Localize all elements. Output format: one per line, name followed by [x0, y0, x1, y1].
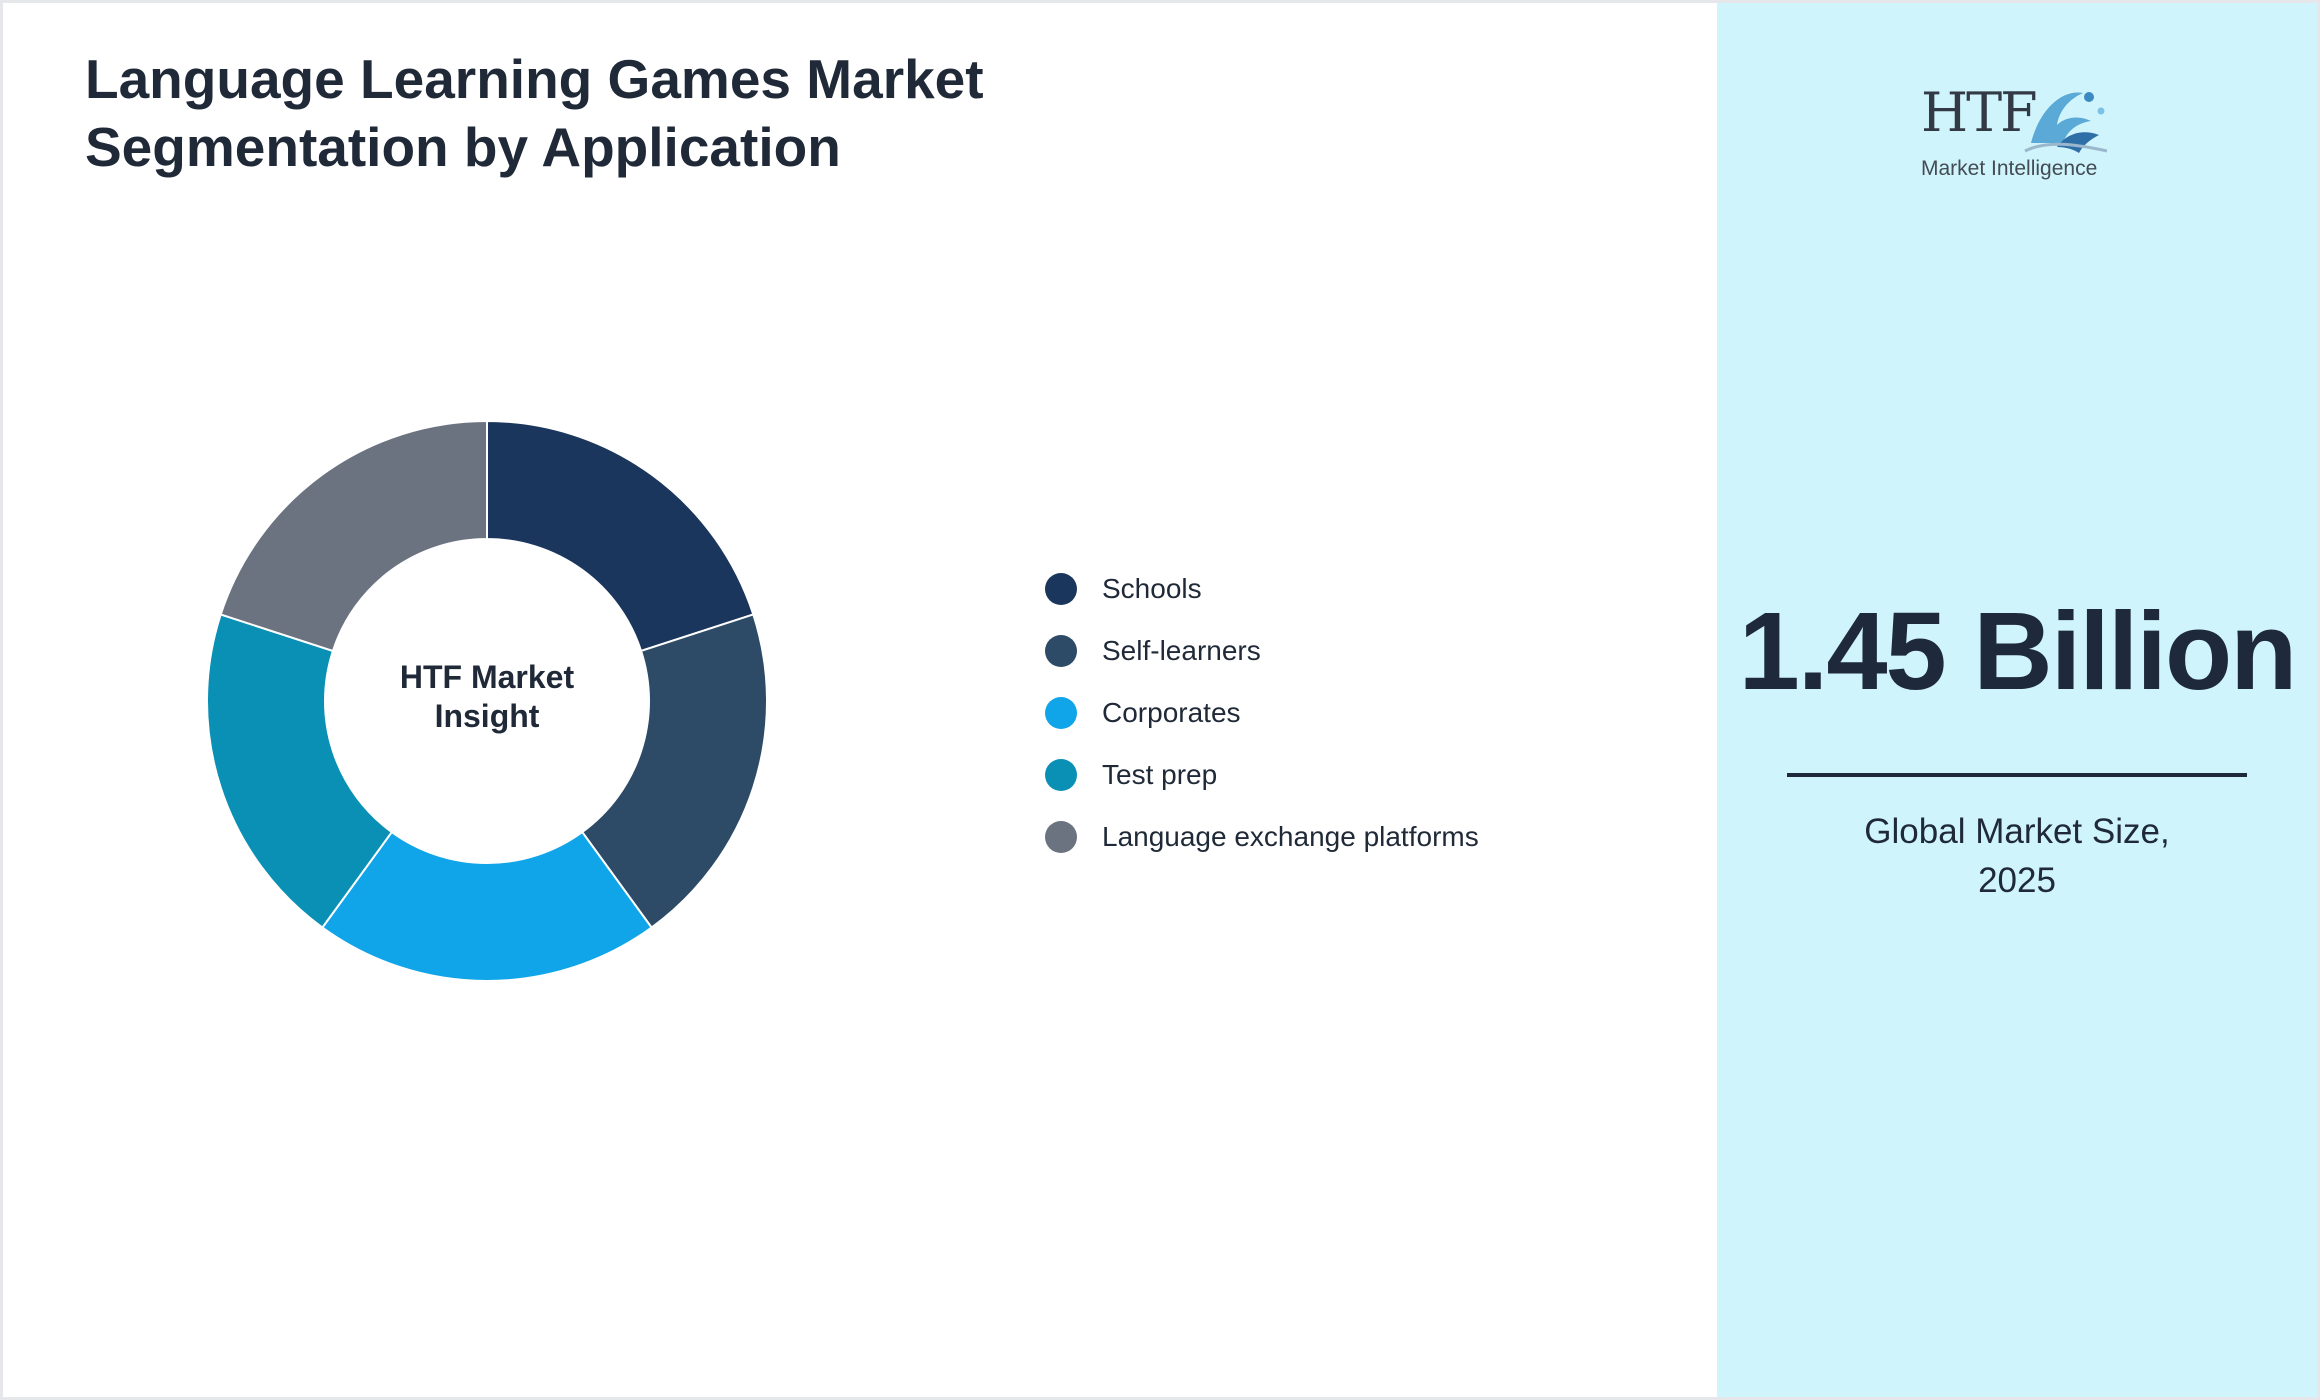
chart-title: Language Learning Games Market Segmentat…	[85, 45, 1185, 181]
market-size-caption: Global Market Size, 2025	[1767, 807, 2267, 905]
legend-item-self-learners: Self-learners	[1045, 620, 1479, 682]
donut-slice-self-learners	[580, 613, 768, 929]
market-size-divider	[1787, 773, 2247, 777]
legend-swatch-schools	[1045, 573, 1077, 605]
market-size-caption-line-1: Global Market Size,	[1864, 812, 2170, 851]
htf-logo-mark: HTF	[1921, 81, 2038, 144]
legend-label-language-exchange-platforms: Language exchange platforms	[1102, 821, 1479, 852]
donut-slice-test-prep	[206, 613, 394, 929]
htf-logo-subtitle: Market Intelligence	[1921, 157, 2098, 180]
donut-center-label: HTF Market Insight	[337, 658, 637, 736]
market-size-panel: HTF Market Intelligence 1.45 Billion Glo…	[1717, 3, 2317, 1397]
donut-chart	[206, 419, 768, 983]
legend-label-schools: Schools	[1102, 573, 1202, 604]
donut-slice-language-exchange-platforms	[219, 419, 488, 653]
legend-label-test-prep: Test prep	[1102, 759, 1218, 790]
donut-slice-corporates	[321, 830, 653, 983]
dolphin-logo-icon	[2024, 92, 2108, 153]
chart-title-line-2: Segmentation by Application	[85, 116, 841, 178]
chart-legend: Schools Self-learners Corporates Test prep L…	[1045, 558, 1479, 868]
legend-swatch-language-exchange-platforms	[1045, 821, 1077, 853]
legend-item-language-exchange-platforms: Language exchange platforms	[1045, 806, 1479, 868]
legend-item-schools: Schools	[1045, 558, 1479, 620]
donut-center-label-line-2: Insight	[434, 698, 540, 734]
market-size-value: 1.45 Billion	[1717, 588, 2317, 715]
donut-slice-schools	[486, 419, 755, 653]
market-size-number: 1.45	[1738, 590, 1947, 713]
legend-swatch-corporates	[1045, 697, 1077, 729]
donut-center-label-line-1: HTF Market	[399, 659, 575, 695]
legend-item-test-prep: Test prep	[1045, 744, 1479, 806]
market-size-caption-line-2: 2025	[1978, 861, 2056, 900]
legend-item-corporates: Corporates	[1045, 682, 1479, 744]
legend-swatch-self-learners	[1045, 635, 1077, 667]
chart-title-line-1: Language Learning Games Market	[85, 48, 984, 110]
legend-label-corporates: Corporates	[1102, 697, 1241, 728]
market-size-unit: Billion	[1973, 590, 2297, 713]
legend-label-self-learners: Self-learners	[1102, 635, 1261, 666]
htf-logo: HTF Market Intelligence	[1921, 81, 2111, 191]
legend-swatch-test-prep	[1045, 759, 1077, 791]
